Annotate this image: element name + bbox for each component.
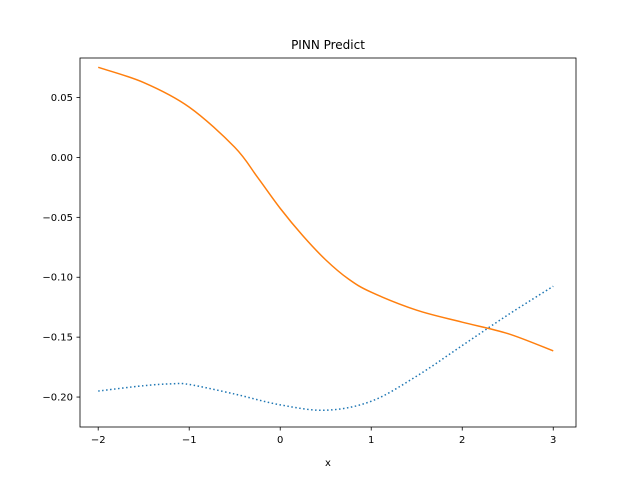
y-tick-label: −0.05 bbox=[42, 213, 73, 224]
tick-layer: −2 −1 0 1 2 3 0.05 0.00 −0.05 −0.10 −0.15 −0.20 bbox=[42, 93, 556, 446]
series-line-2 bbox=[97, 66, 554, 352]
y-tick-label: −0.10 bbox=[42, 273, 73, 284]
x-tick-label: 3 bbox=[550, 435, 556, 446]
plot-frame bbox=[79, 57, 577, 428]
series-layer bbox=[97, 66, 554, 412]
y-tick-label: −0.15 bbox=[42, 333, 73, 344]
x-tick-label: 0 bbox=[277, 435, 283, 446]
x-tick-label: −2 bbox=[91, 435, 106, 446]
x-tick-label: −1 bbox=[182, 435, 197, 446]
x-tick-label: 2 bbox=[459, 435, 465, 446]
x-axis-label: x bbox=[325, 458, 331, 469]
y-tick-label: 0.05 bbox=[51, 93, 73, 104]
series-line-1 bbox=[98, 285, 554, 412]
y-tick-label: −0.20 bbox=[42, 393, 73, 404]
x-tick-label: 1 bbox=[368, 435, 374, 446]
chart-title: PINN Predict bbox=[291, 38, 365, 52]
y-tick-label: 0.00 bbox=[51, 153, 73, 164]
